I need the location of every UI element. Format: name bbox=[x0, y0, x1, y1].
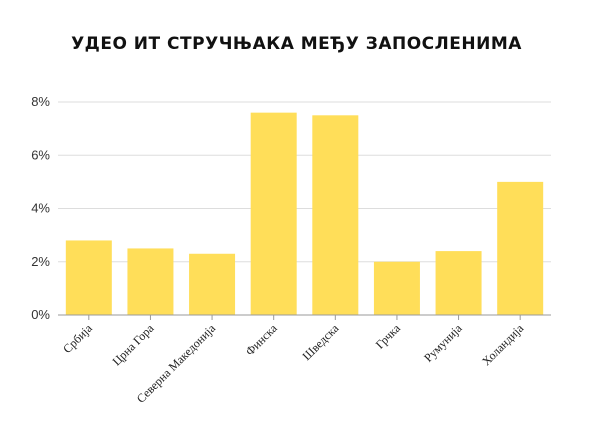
y-tick-label: 6% bbox=[31, 147, 50, 162]
y-tick-label: 8% bbox=[31, 94, 50, 109]
chart-title: УДЕО ИТ СТРУЧЊАКА МЕЂУ ЗАПОСЛЕНИМА bbox=[71, 34, 522, 54]
bar bbox=[312, 115, 359, 315]
bar bbox=[435, 251, 482, 315]
x-tick-label: Шведска bbox=[300, 321, 342, 363]
bar bbox=[497, 181, 544, 315]
x-tick-label: Финска bbox=[243, 321, 281, 359]
x-tick-label: Грчка bbox=[373, 321, 404, 352]
y-tick-label: 0% bbox=[31, 307, 50, 322]
y-tick-label: 2% bbox=[31, 254, 50, 269]
bar bbox=[189, 253, 236, 315]
bar bbox=[127, 248, 174, 315]
bar bbox=[65, 240, 112, 315]
bar bbox=[250, 112, 297, 316]
x-tick-label: Црна Гора bbox=[109, 321, 157, 369]
x-tick-label: Холандија bbox=[479, 321, 527, 369]
y-tick-label: 4% bbox=[31, 201, 50, 216]
x-tick-label: Румунија bbox=[421, 321, 465, 365]
x-tick-label: Србија bbox=[60, 321, 95, 356]
bar bbox=[373, 261, 420, 315]
